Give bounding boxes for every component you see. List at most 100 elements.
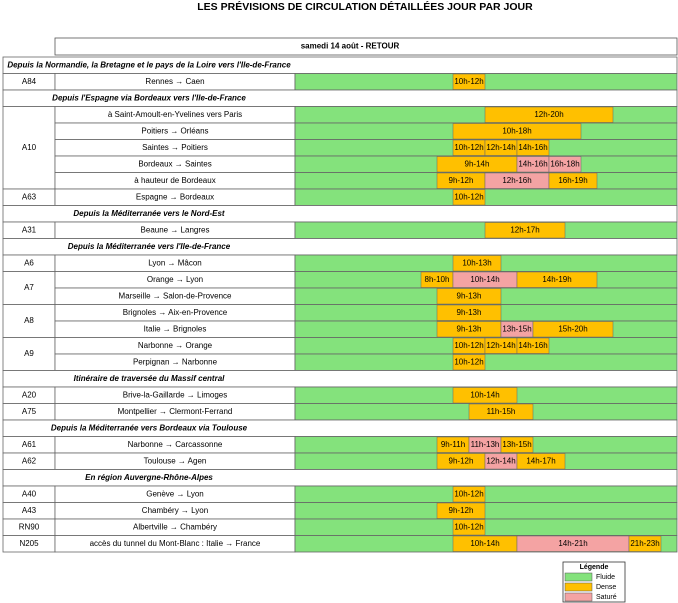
- legend-label: Dense: [596, 584, 616, 591]
- segment-label: 14h-21h: [558, 539, 587, 548]
- route-label: Chambéry → Lyon: [142, 506, 208, 515]
- segment-label: 16h-19h: [558, 176, 587, 185]
- route-label: Perpignan → Narbonne: [133, 357, 218, 366]
- timeline-base: [294, 485, 678, 503]
- traffic-segment: [452, 354, 486, 371]
- legend-label: Fluide: [596, 574, 615, 581]
- traffic-segment: [548, 172, 598, 189]
- traffic-segment: [436, 502, 486, 519]
- segment-label: 21h-23h: [630, 539, 659, 548]
- route-label: à hauteur de Bordeaux: [134, 176, 215, 185]
- traffic-segment: [436, 288, 502, 305]
- traffic-segment: [468, 403, 534, 420]
- route-label: Brive-la-Gaillarde → Limoges: [123, 390, 227, 399]
- segment-label: 10h-14h: [470, 275, 499, 284]
- segment-label: 12h-14h: [486, 341, 515, 350]
- segment-label: 12h-20h: [534, 110, 563, 119]
- segment-label: 10h-18h: [502, 126, 531, 135]
- segment-label: 10h-12h: [454, 143, 483, 152]
- route-label: à Saint-Amoult-en-Yvelines vers Paris: [108, 110, 242, 119]
- segment-label: 9h-14h: [465, 159, 490, 168]
- segment-label: 13h-15h: [502, 440, 531, 449]
- section-title: Depuis la Méditerranée vers le Nord-Est: [73, 209, 225, 218]
- route-label: Albertville → Chambéry: [133, 522, 217, 531]
- timeline-base: [294, 73, 678, 91]
- road-name: A8: [24, 316, 34, 325]
- legend-title: Légende: [580, 564, 609, 571]
- segment-label: 8h-10h: [425, 275, 450, 284]
- route-label: Montpellier → Clermont-Ferrand: [118, 407, 233, 416]
- road-cell: [2, 337, 56, 371]
- road-name: A20: [22, 390, 37, 399]
- road-name: RN90: [19, 522, 40, 531]
- segment-label: 14h-16h: [518, 143, 547, 152]
- traffic-segment: [452, 519, 486, 536]
- route-label: Narbonne → Orange: [138, 341, 213, 350]
- segment-label: 15h-20h: [558, 324, 587, 333]
- segment-label: 10h-12h: [454, 341, 483, 350]
- timeline-base: [294, 353, 678, 371]
- route-label: Bordeaux → Saintes: [138, 159, 211, 168]
- road-name: A9: [24, 349, 34, 358]
- section-title: Depuis la Normandie, la Bretagne et le p…: [7, 60, 291, 69]
- segment-label: 14h-16h: [518, 341, 547, 350]
- traffic-segment: [500, 436, 534, 453]
- segment-label: 16h-18h: [550, 159, 579, 168]
- road-name: A62: [22, 456, 37, 465]
- legend-swatch: [564, 572, 593, 582]
- traffic-segment: [628, 535, 662, 552]
- route-label: Marseille → Salon-de-Provence: [119, 291, 232, 300]
- page-title: LES PRÉVISIONS DE CIRCULATION DÉTAILLÉES…: [197, 0, 533, 13]
- road-name: A75: [22, 407, 37, 416]
- route-label: accès du tunnel du Mont-Blanc : Italie →…: [90, 539, 261, 548]
- route-label: Poitiers → Orléans: [141, 126, 208, 135]
- road-cell: [2, 271, 56, 305]
- segment-label: 11h-15h: [487, 407, 516, 416]
- segment-label: 10h-13h: [462, 258, 491, 267]
- segment-label: 11h-13h: [471, 440, 500, 449]
- section-title: En région Auvergne-Rhône-Alpes: [85, 473, 213, 482]
- segment-label: 9h-12h: [449, 506, 474, 515]
- road-name: A31: [22, 225, 37, 234]
- road-name: N205: [19, 539, 39, 548]
- segment-label: 10h-14h: [470, 390, 499, 399]
- road-name: A63: [22, 192, 37, 201]
- traffic-segment: [484, 222, 566, 239]
- header-text: samedi 14 août - RETOUR: [301, 42, 400, 51]
- segment-label: 10h-14h: [470, 539, 499, 548]
- route-label: Toulouse → Agen: [144, 456, 207, 465]
- legend-swatch: [564, 582, 593, 592]
- segment-label: 10h-12h: [454, 522, 483, 531]
- segment-label: 9h-13h: [457, 308, 482, 317]
- route-label: Brignoles → Aix-en-Provence: [123, 308, 228, 317]
- traffic-segment: [452, 73, 486, 90]
- traffic-segment: [452, 123, 582, 140]
- traffic-segment: [516, 139, 550, 156]
- segment-label: 10h-12h: [454, 357, 483, 366]
- header-box: [54, 37, 678, 56]
- traffic-segment: [532, 321, 614, 338]
- segment-label: 9h-12h: [449, 176, 474, 185]
- segment-label: 14h-19h: [542, 275, 571, 284]
- traffic-segment: [548, 156, 582, 173]
- segment-label: 12h-14h: [486, 143, 515, 152]
- traffic-segment: [516, 271, 598, 288]
- traffic-segment: [452, 486, 486, 503]
- road-name: A40: [22, 489, 37, 498]
- section-title: Depuis l'Espagne via Bordeaux vers l'Ile…: [52, 93, 246, 102]
- segment-label: 12h-17h: [510, 225, 539, 234]
- segment-label: 10h-12h: [454, 489, 483, 498]
- traffic-segment: [484, 106, 614, 123]
- section-title: Depuis la Méditerranée vers l'Ile-de-Fra…: [68, 242, 231, 251]
- road-cell: [2, 304, 56, 338]
- road-cell: [2, 106, 56, 190]
- route-label: Genève → Lyon: [146, 489, 204, 498]
- route-label: Narbonne → Carcassonne: [128, 440, 223, 449]
- traffic-segment: [452, 255, 502, 272]
- route-label: Orange → Lyon: [147, 275, 203, 284]
- segment-label: 9h-11h: [441, 440, 465, 449]
- segment-label: 14h-16h: [518, 159, 547, 168]
- timeline-base: [294, 502, 678, 520]
- legend-swatch: [564, 592, 593, 602]
